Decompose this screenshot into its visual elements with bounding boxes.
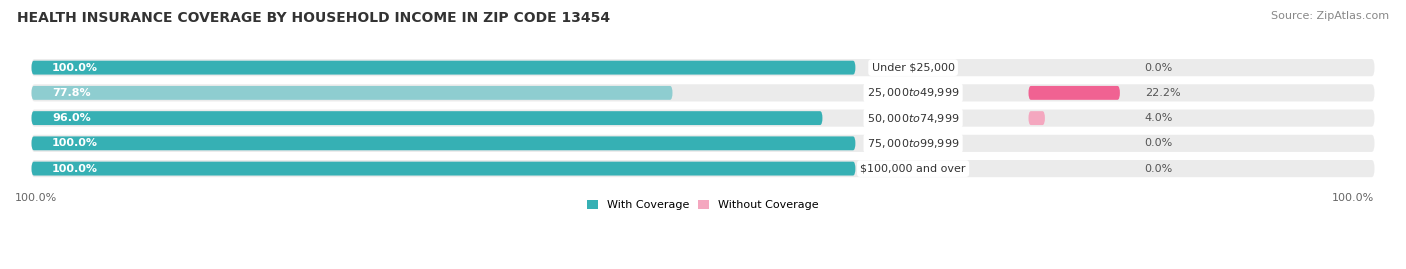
Text: $100,000 and over: $100,000 and over [860,164,966,174]
FancyBboxPatch shape [1028,86,1121,100]
Text: 4.0%: 4.0% [1144,113,1173,123]
Text: 77.8%: 77.8% [52,88,91,98]
Text: 100.0%: 100.0% [1333,193,1375,203]
Text: 96.0%: 96.0% [52,113,91,123]
FancyBboxPatch shape [31,84,1375,101]
Text: 0.0%: 0.0% [1144,164,1173,174]
Text: 100.0%: 100.0% [52,138,98,148]
FancyBboxPatch shape [31,61,855,75]
Text: $25,000 to $49,999: $25,000 to $49,999 [868,86,959,99]
Text: HEALTH INSURANCE COVERAGE BY HOUSEHOLD INCOME IN ZIP CODE 13454: HEALTH INSURANCE COVERAGE BY HOUSEHOLD I… [17,11,610,25]
FancyBboxPatch shape [31,109,1375,127]
Text: 0.0%: 0.0% [1144,138,1173,148]
Text: 100.0%: 100.0% [52,164,98,174]
Legend: With Coverage, Without Coverage: With Coverage, Without Coverage [582,196,824,215]
FancyBboxPatch shape [31,160,1375,177]
Text: $50,000 to $74,999: $50,000 to $74,999 [868,112,959,125]
Text: Source: ZipAtlas.com: Source: ZipAtlas.com [1271,11,1389,21]
Text: 22.2%: 22.2% [1144,88,1180,98]
FancyBboxPatch shape [31,162,855,176]
Text: 0.0%: 0.0% [1144,63,1173,73]
FancyBboxPatch shape [31,111,823,125]
Text: Under $25,000: Under $25,000 [872,63,955,73]
FancyBboxPatch shape [31,136,855,150]
Text: 100.0%: 100.0% [15,193,58,203]
FancyBboxPatch shape [1028,111,1045,125]
FancyBboxPatch shape [31,86,672,100]
Text: 100.0%: 100.0% [52,63,98,73]
Text: $75,000 to $99,999: $75,000 to $99,999 [868,137,959,150]
FancyBboxPatch shape [31,59,1375,76]
FancyBboxPatch shape [31,135,1375,152]
